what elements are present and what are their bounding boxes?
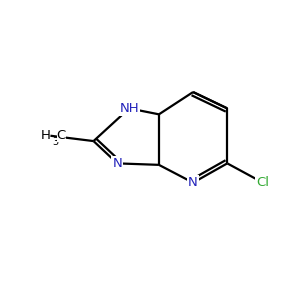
Text: Cl: Cl xyxy=(256,176,269,189)
Text: N: N xyxy=(112,157,122,170)
Text: H: H xyxy=(40,129,50,142)
Text: N: N xyxy=(188,176,198,189)
Text: C: C xyxy=(56,129,66,142)
Text: NH: NH xyxy=(119,102,139,115)
Text: 3: 3 xyxy=(52,137,58,147)
